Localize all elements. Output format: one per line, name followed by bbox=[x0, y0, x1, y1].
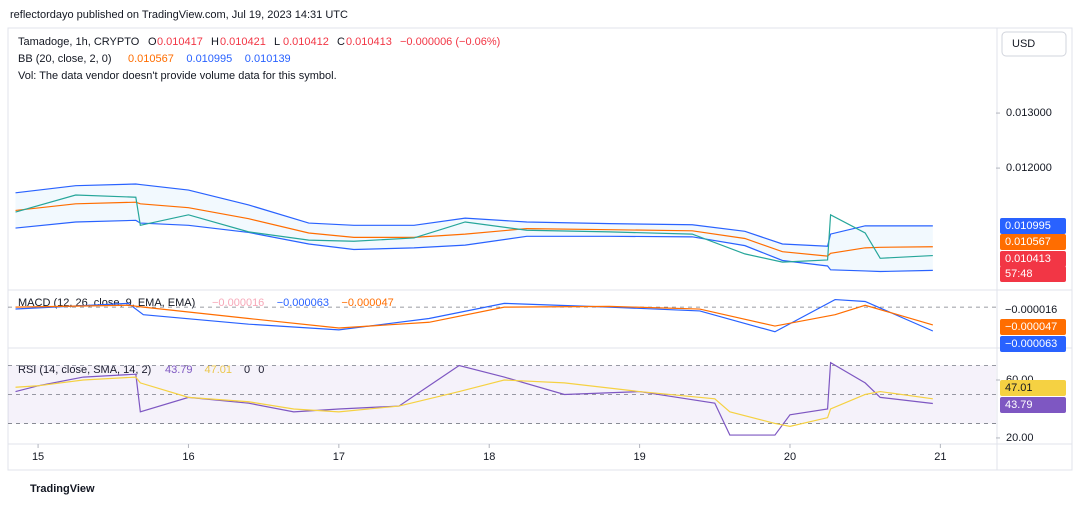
bb-legend: BB (20, close, 2, 0) bbox=[18, 53, 112, 65]
bb-fill bbox=[15, 184, 933, 272]
ohlc-value: 0.010417 bbox=[157, 36, 203, 48]
legend-value: 0 bbox=[244, 364, 250, 376]
ohlc-value: 0.010412 bbox=[283, 36, 329, 48]
price-badge bbox=[1000, 319, 1066, 335]
currency: USD bbox=[1012, 38, 1035, 50]
price-badge bbox=[1000, 302, 1066, 318]
ohlc-label: C bbox=[337, 36, 345, 48]
published: reflectordayo published on TradingView.c… bbox=[10, 9, 348, 21]
price-badge-text: 0.010567 bbox=[1005, 236, 1051, 248]
price-badge-text: −0.000063 bbox=[1005, 338, 1057, 350]
price-badge bbox=[1000, 380, 1066, 396]
legend-value: 0.010139 bbox=[245, 53, 291, 65]
legend-value: 0.010567 bbox=[128, 53, 174, 65]
series-line bbox=[15, 183, 933, 247]
series-line bbox=[15, 201, 933, 257]
price-badge bbox=[1000, 266, 1066, 282]
x-tick-label: 18 bbox=[483, 451, 495, 463]
series-line bbox=[15, 194, 933, 263]
y-tick-label: 20.00 bbox=[1006, 432, 1034, 444]
price-badge bbox=[1000, 251, 1066, 267]
price-badge-text: 47.01 bbox=[1005, 382, 1033, 394]
y-tick-label: 0.012000 bbox=[1006, 162, 1052, 174]
price-badge bbox=[1000, 234, 1066, 250]
legend-value: −0.000047 bbox=[341, 297, 393, 309]
legend-value: −0.000063 bbox=[277, 297, 329, 309]
frame bbox=[7, 27, 1073, 471]
rsi-legend: RSI (14, close, SMA, 14, 2) bbox=[18, 364, 151, 376]
x-tick-label: 16 bbox=[182, 451, 194, 463]
price-badge bbox=[1000, 218, 1066, 234]
ohlc-value: 0.010413 bbox=[346, 36, 392, 48]
series-line bbox=[15, 376, 933, 427]
legend-value: −0.000016 bbox=[212, 297, 264, 309]
price-badge-text: −0.000016 bbox=[1005, 304, 1057, 316]
price-badge-text: 0.010413 bbox=[1005, 253, 1051, 265]
x-tick-label: 21 bbox=[934, 451, 946, 463]
series-line bbox=[15, 361, 933, 436]
ohlc-label: L bbox=[274, 36, 280, 48]
legend-value: 47.01 bbox=[205, 364, 233, 376]
price-badge-text: 0.010995 bbox=[1005, 220, 1051, 232]
series-line bbox=[15, 304, 934, 329]
change: −0.000006 (−0.06%) bbox=[400, 36, 500, 48]
x-tick-label: 15 bbox=[32, 451, 44, 463]
y-tick-label: 0.013000 bbox=[1006, 107, 1052, 119]
ohlc-label: O bbox=[148, 36, 157, 48]
price-badge-text: −0.000047 bbox=[1005, 321, 1057, 333]
ohlc-label: H bbox=[211, 36, 219, 48]
price-badge bbox=[1000, 336, 1066, 352]
price-badge-text: 57:48 bbox=[1005, 268, 1033, 280]
price-badge-text: 43.79 bbox=[1005, 399, 1033, 411]
x-tick-label: 20 bbox=[784, 451, 796, 463]
price-badge bbox=[1000, 397, 1066, 413]
legend-value: 0.010995 bbox=[186, 53, 232, 65]
legend-value: 43.79 bbox=[165, 364, 193, 376]
currency-button[interactable] bbox=[1001, 31, 1067, 57]
logo: TradingView bbox=[30, 483, 95, 495]
x-tick-label: 19 bbox=[633, 451, 645, 463]
rsi-band bbox=[8, 365, 996, 424]
x-tick-label: 17 bbox=[333, 451, 345, 463]
vol-note: Tamadoge, 1h, CRYPTO bbox=[18, 36, 140, 48]
series-line bbox=[15, 298, 934, 333]
vol-note: Vol: The data vendor doesn't provide vol… bbox=[18, 70, 337, 82]
legend-value: 0 bbox=[258, 364, 264, 376]
ohlc-value: 0.010421 bbox=[220, 36, 266, 48]
